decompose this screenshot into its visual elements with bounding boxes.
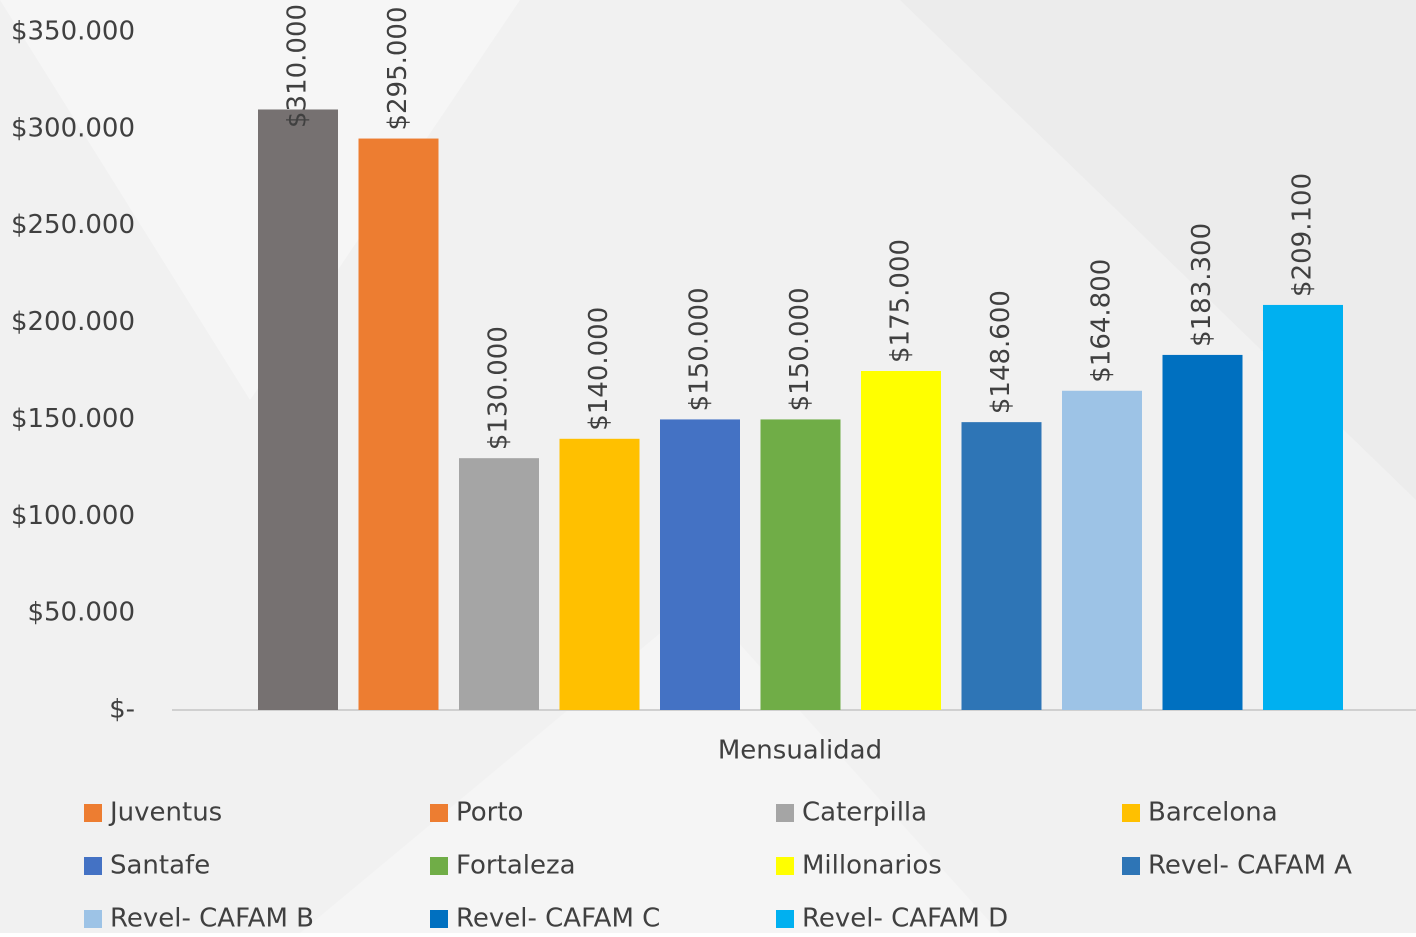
data-label: $183.300 xyxy=(1187,223,1217,347)
data-label: $295.000 xyxy=(383,6,413,130)
legend-marker xyxy=(776,910,794,928)
legend-label: Fortaleza xyxy=(456,851,576,881)
bar xyxy=(1162,354,1243,710)
legend-marker xyxy=(430,857,448,875)
y-tick-label: $150.000 xyxy=(11,404,135,434)
legend-marker xyxy=(776,857,794,875)
y-tick-label: $- xyxy=(109,695,135,725)
legend-label: Caterpilla xyxy=(802,798,927,828)
y-tick-label: $350.000 xyxy=(11,17,135,47)
legend-label: Revel- CAFAM D xyxy=(802,904,1008,934)
data-label: $140.000 xyxy=(584,307,614,431)
legend-label: Revel- CAFAM C xyxy=(456,904,660,934)
bar xyxy=(861,371,941,710)
legend-label: Millonarios xyxy=(802,851,942,881)
background-shape xyxy=(300,600,1000,933)
legend-label: Barcelona xyxy=(1148,798,1278,828)
legend-marker xyxy=(430,804,448,822)
bar xyxy=(358,138,439,711)
bar xyxy=(961,422,1042,710)
bar xyxy=(559,438,640,710)
data-label: $310.000 xyxy=(283,4,313,128)
legend-marker xyxy=(84,910,102,928)
bar xyxy=(760,419,841,710)
bar xyxy=(258,109,338,710)
legend-marker xyxy=(1122,857,1140,875)
bar xyxy=(1062,390,1142,710)
y-tick-label: $250.000 xyxy=(11,210,135,240)
y-tick-label: $200.000 xyxy=(11,307,135,337)
y-tick-label: $300.000 xyxy=(11,113,135,143)
data-label: $148.600 xyxy=(986,290,1016,414)
data-label: $209.100 xyxy=(1288,173,1318,297)
legend-marker xyxy=(776,804,794,822)
data-label: $150.000 xyxy=(685,287,715,411)
legend-marker xyxy=(84,857,102,875)
x-tick-label: Mensualidad xyxy=(718,736,882,766)
data-label: $164.800 xyxy=(1087,259,1117,383)
legend-label: Revel- CAFAM A xyxy=(1148,851,1352,881)
legend-label: Santafe xyxy=(110,851,210,881)
bar xyxy=(1263,304,1343,710)
y-tick-label: $100.000 xyxy=(11,501,135,531)
legend-marker xyxy=(84,804,102,822)
bar xyxy=(459,458,539,710)
data-label: $130.000 xyxy=(484,326,514,450)
legend-marker xyxy=(430,910,448,928)
bar xyxy=(660,419,740,710)
data-label: $175.000 xyxy=(886,239,916,363)
legend-label: Juventus xyxy=(108,798,222,828)
legend-marker xyxy=(1122,804,1140,822)
legend-label: Porto xyxy=(456,798,523,828)
data-label: $150.000 xyxy=(785,287,815,411)
legend-label: Revel- CAFAM B xyxy=(110,904,314,934)
y-tick-label: $50.000 xyxy=(27,598,135,628)
